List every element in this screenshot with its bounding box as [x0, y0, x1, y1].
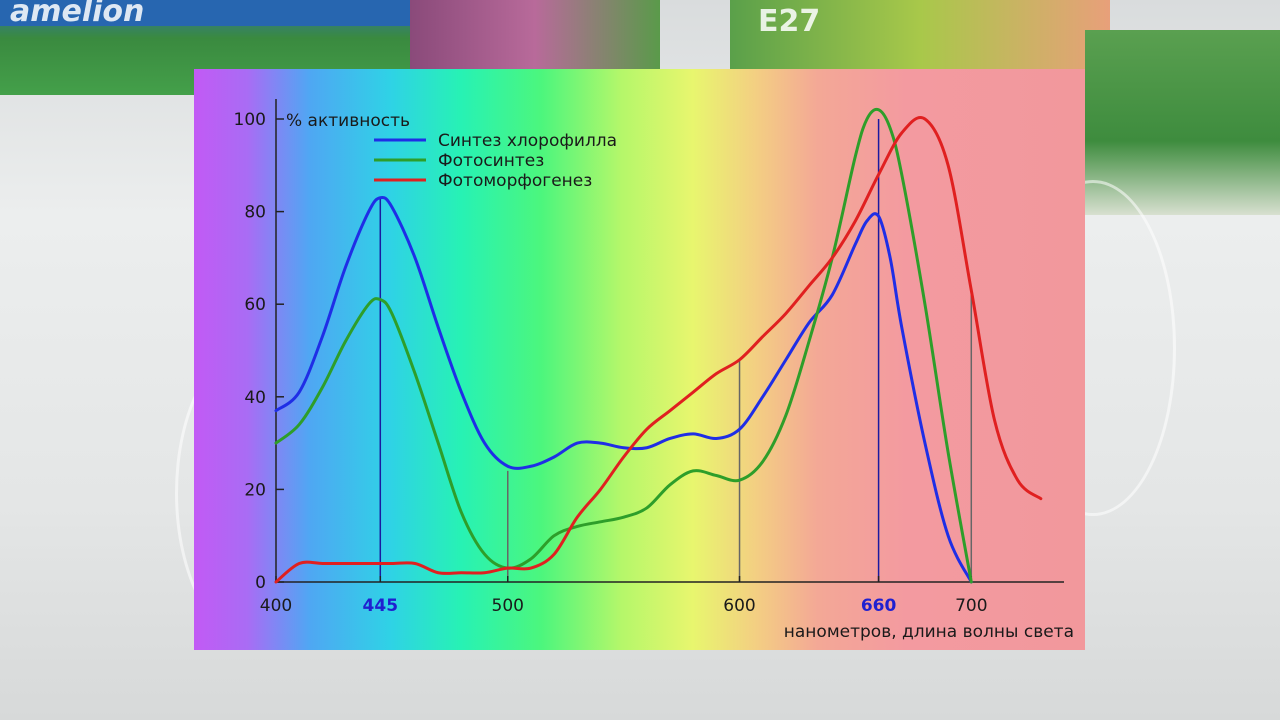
spectrum-chart: 0 20 40 60 80 100 400 445 500 600 660 700 % активн… [234, 99, 1074, 642]
x-ticks: 400 445 500 600 660 700 [260, 576, 988, 616]
x-tick-label: 700 [955, 596, 987, 616]
spectrum-chart-panel: 0 20 40 60 80 100 400 445 500 600 660 700 % активн… [194, 69, 1085, 650]
series-line-3 [274, 116, 1043, 584]
marker-lines [379, 119, 973, 582]
y-tick-label: 40 [244, 388, 266, 408]
y-tick-label: 100 [234, 110, 266, 130]
series-line-2 [274, 107, 973, 584]
y-axis-title: % активность [286, 111, 410, 131]
series-line-1 [274, 195, 973, 584]
brand-text: amelion [10, 0, 145, 29]
x-tick-label: 660 [861, 596, 897, 616]
legend-label: Фотосинтез [438, 151, 544, 171]
x-tick-label: 445 [363, 596, 399, 616]
x-tick-label: 400 [260, 596, 292, 616]
axes: 0 20 40 60 80 100 400 445 500 600 660 700 [234, 99, 1064, 616]
legend-label: Синтез хлорофилла [438, 131, 617, 151]
y-tick-label: 0 [255, 573, 266, 593]
product-box-middle [410, 0, 660, 70]
y-tick-label: 80 [244, 203, 266, 223]
legend-label: Фотоморфогенез [438, 171, 592, 191]
product-box-right [730, 0, 1110, 70]
product-box-far-right [1085, 30, 1280, 215]
legend: Синтез хлорофиллаФотосинтезФотоморфогене… [374, 131, 617, 191]
y-tick-label: 60 [244, 295, 266, 315]
y-ticks: 0 20 40 60 80 100 [234, 110, 284, 593]
y-tick-label: 20 [244, 480, 266, 500]
product-box-banner: amelion [0, 0, 410, 29]
series-lines [274, 107, 1043, 584]
x-tick-label: 500 [492, 596, 524, 616]
x-tick-label: 600 [723, 596, 755, 616]
x-axis-title: нанометров, длина волны света [784, 622, 1074, 642]
box-label: E27 [758, 4, 821, 39]
